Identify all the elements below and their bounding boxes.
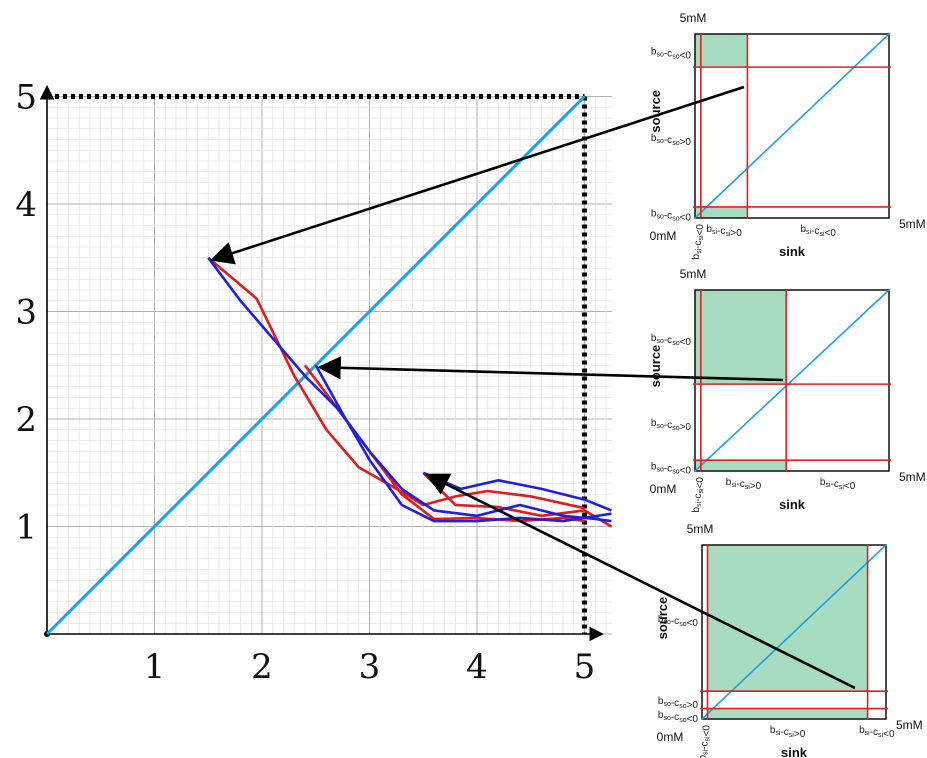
inset-x-axis-label: sink [779, 244, 806, 259]
inset-panel-2: 5mM 0mM 5mM source sink bso-cso<0 bso-cso>0 bso… [648, 267, 926, 512]
inset-bottom-concentration: 0mM [650, 229, 677, 243]
inset-source-condition-label: bso-cso<0 [651, 333, 692, 348]
inset-top-concentration: 5mM [687, 522, 714, 536]
diagonal-line [45, 95, 586, 636]
inset-sink-condition-label: bsi-csi<0 [698, 725, 713, 758]
y-tick-label: 2 [15, 400, 37, 440]
x-tick-label: 3 [359, 647, 381, 687]
inset-source-condition-label: bso-cso<0 [651, 47, 692, 62]
inset-x-axis-label: sink [781, 745, 808, 758]
inset-right-concentration: 5mM [899, 217, 926, 231]
x-tick-label: 4 [466, 647, 488, 687]
inset-panels: 5mM0mM5mMsourcesinkbso-cso<0bso-cso>0bso… [648, 11, 926, 758]
inset-source-condition-label: bso-cso<0 [658, 614, 699, 629]
inset-diagonal [694, 289, 890, 472]
blue-trajectory-line [207, 257, 612, 523]
inset-sink-condition-label: bsi-csi<0 [820, 477, 856, 492]
inset-diagonal [694, 33, 890, 219]
connector-arrows [210, 85, 856, 690]
inset-diagonal [701, 544, 887, 720]
y-tick-label: 1 [15, 508, 37, 548]
inset-sink-condition-label: bsi-csi<0 [800, 224, 836, 239]
inset-x-axis-label: sink [779, 497, 806, 512]
inset-sink-condition-label: bsi-csi<0 [691, 477, 706, 513]
y-tick-label: 4 [15, 185, 37, 225]
inset-frame [694, 289, 890, 472]
inset-region-fill [695, 34, 748, 68]
inset-region-fill [695, 290, 787, 385]
inset-region-fill [695, 460, 787, 471]
inset-source-condition-label: bso-cso<0 [658, 710, 699, 725]
connector-arrow-2 [317, 356, 784, 382]
inset-region-fill [695, 206, 748, 218]
inset-panel-1: 5mM 0mM 5mM source sink bso-cso<0 bso-cso>0 bso… [648, 11, 926, 259]
inset-frame [694, 33, 890, 219]
inset-top-concentration: 5mM [680, 11, 707, 25]
x-tick-label: 1 [144, 647, 166, 687]
diagonal-reference-line [45, 95, 586, 636]
y-tick-label: 3 [15, 293, 37, 333]
inset-y-axis-label: source [655, 597, 670, 640]
inset-panel-3: 5mM0mM5mMsourcesinkbso-cso<0bso-cso>0bso… [655, 522, 923, 758]
inset-sink-condition-label: bsi-csi>0 [706, 224, 742, 239]
inset-source-condition-label: bso-cso>0 [651, 133, 692, 148]
inset-bottom-concentration: 0mM [650, 482, 677, 496]
inset-region-fill [707, 545, 868, 692]
red-trajectory-line [207, 256, 585, 510]
inset-sink-condition-label: bsi-csi<0 [691, 224, 706, 260]
x-tick-label: 5 [574, 647, 596, 687]
plot-frame [39, 85, 604, 642]
main-chart: 1 2 3 4 5 1 2 3 4 5 [15, 78, 613, 688]
inset-right-concentration: 5mM [896, 718, 923, 732]
inset-right-concentration: 5mM [899, 470, 926, 484]
connector-arrow-3 [425, 473, 856, 690]
blue-trajectory-line [314, 364, 612, 523]
inset-sink-condition-label: bsi-csi>0 [770, 725, 806, 740]
x-tick-label: 2 [251, 647, 273, 687]
blue-trajectory-line [422, 471, 612, 512]
inset-y-axis-label: source [648, 90, 663, 133]
inset-y-axis-label: source [648, 345, 663, 388]
red-trajectory-line [422, 471, 613, 528]
inset-sink-condition-label: bsi-csi>0 [726, 477, 762, 492]
inset-source-condition-label: bso-cso>0 [651, 418, 692, 433]
connector-arrow-1 [210, 85, 745, 265]
inset-source-condition-label: bso-cso>0 [658, 696, 699, 711]
inset-source-condition-label: bso-cso<0 [651, 208, 692, 223]
inset-source-condition-label: bso-cso<0 [651, 462, 692, 477]
inset-region-fill [707, 708, 868, 719]
inset-bottom-concentration: 0mM [657, 730, 684, 744]
y-tick-label: 5 [15, 78, 37, 118]
inset-sink-condition-label: bsi-csi<0 [859, 725, 895, 740]
grid [46, 96, 612, 635]
inset-top-concentration: 5mM [680, 267, 707, 281]
inset-frame [701, 544, 887, 720]
trajectories [207, 256, 613, 528]
tick-labels: 1 2 3 4 5 1 2 3 4 5 [15, 78, 595, 688]
